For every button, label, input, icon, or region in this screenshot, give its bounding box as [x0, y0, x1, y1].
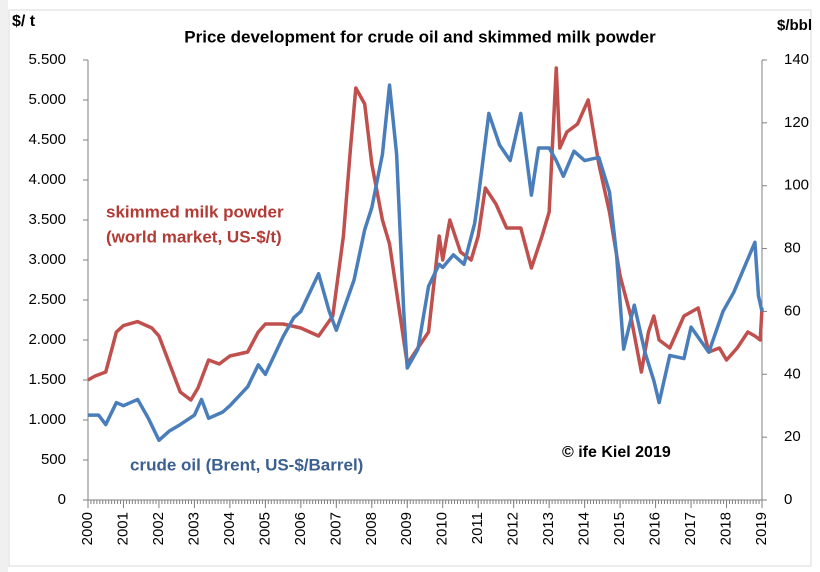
y2-tick-label: 20 [784, 428, 801, 445]
x-tick-label: 2005 [256, 512, 273, 545]
annotation: © ife Kiel 2019 [562, 444, 671, 461]
y2-tick-label: 60 [784, 302, 801, 319]
y-tick-label: 0 [58, 491, 66, 508]
annotation: (world market, US-$/t) [106, 227, 282, 246]
y-tick-label: 2.500 [28, 291, 66, 308]
y-tick-label: 5.000 [28, 91, 66, 108]
y-tick-label: 4.500 [28, 131, 66, 148]
y2-tick-label: 40 [784, 365, 801, 382]
y2-tick-label: 120 [784, 114, 809, 131]
y2-tick-label: 140 [784, 51, 809, 68]
chart-frame [8, 9, 812, 567]
x-tick-label: 2002 [150, 512, 167, 545]
y-tick-label: 500 [41, 451, 66, 468]
annotation: skimmed milk powder [106, 202, 284, 221]
x-tick-label: 2000 [79, 512, 96, 545]
x-tick-label: 2007 [327, 512, 344, 545]
x-tick-label: 2018 [717, 512, 734, 545]
x-tick-label: 2017 [682, 512, 699, 545]
x-tick-label: 2014 [576, 512, 593, 545]
x-tick-label: 2008 [363, 512, 380, 545]
series-line [88, 83, 764, 443]
x-tick-label: 2001 [114, 512, 131, 545]
x-tick-label: 2003 [185, 512, 202, 545]
x-tick-label: 2016 [647, 512, 664, 545]
x-tick-label: 2004 [221, 512, 238, 545]
x-tick-label: 2011 [469, 512, 486, 544]
y-tick-label: 3.000 [28, 251, 66, 268]
left-strip [0, 0, 8, 572]
y-tick-label: 5.500 [28, 51, 66, 68]
y-tick-label: 4.000 [28, 171, 66, 188]
x-tick-label: 2006 [292, 512, 309, 545]
y-tick-label: 2.000 [28, 331, 66, 348]
x-tick-label: 2015 [611, 512, 628, 545]
x-tick-label: 2019 [753, 512, 770, 545]
x-tick-label: 2013 [540, 512, 557, 545]
y2-axis-label: $/bbl [777, 17, 812, 34]
y-tick-label: 1.000 [28, 411, 66, 428]
x-tick-label: 2010 [434, 512, 451, 545]
series-line [87, 66, 764, 402]
y2-tick-label: 100 [784, 177, 809, 194]
y-axis-label: $/ t [12, 13, 36, 30]
chart-title: Price development for crude oil and skim… [184, 27, 656, 46]
y2-tick-label: 80 [784, 240, 801, 257]
x-tick-label: 2012 [505, 512, 522, 545]
y-tick-label: 3.500 [28, 211, 66, 228]
y-tick-label: 1.500 [28, 371, 66, 388]
y2-tick-label: 0 [784, 491, 792, 508]
annotation: crude oil (Brent, US-$/Barrel) [130, 455, 363, 474]
x-tick-label: 2009 [398, 512, 415, 545]
